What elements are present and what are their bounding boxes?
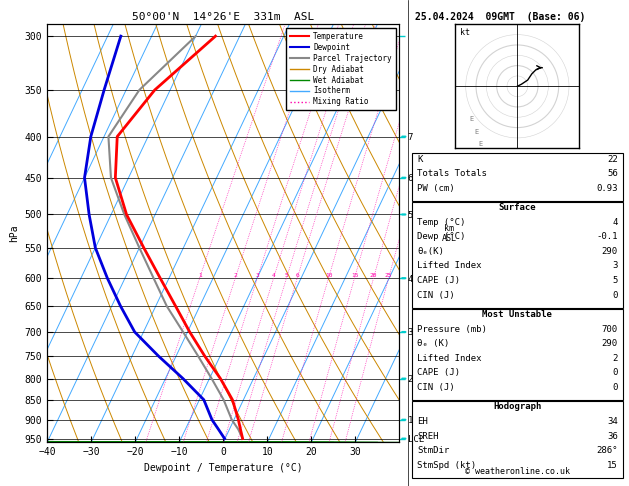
Text: kt: kt [460, 29, 469, 37]
X-axis label: Dewpoint / Temperature (°C): Dewpoint / Temperature (°C) [144, 463, 303, 473]
Title: 50°00'N  14°26'E  331m  ASL: 50°00'N 14°26'E 331m ASL [132, 12, 314, 22]
Y-axis label: hPa: hPa [9, 225, 19, 242]
Text: 2: 2 [233, 273, 237, 278]
Text: 2: 2 [612, 354, 618, 363]
Text: 290: 290 [601, 247, 618, 256]
Text: 700: 700 [601, 325, 618, 334]
Text: 25.04.2024  09GMT  (Base: 06): 25.04.2024 09GMT (Base: 06) [415, 12, 585, 22]
Text: 6: 6 [296, 273, 299, 278]
Text: 1: 1 [198, 273, 202, 278]
Text: StmSpd (kt): StmSpd (kt) [417, 461, 476, 470]
Text: K: K [417, 155, 423, 164]
Legend: Temperature, Dewpoint, Parcel Trajectory, Dry Adiabat, Wet Adiabat, Isotherm, Mi: Temperature, Dewpoint, Parcel Trajectory… [286, 28, 396, 110]
Text: 0: 0 [612, 368, 618, 378]
Text: Most Unstable: Most Unstable [482, 310, 552, 319]
Text: 15: 15 [607, 461, 618, 470]
Text: 5: 5 [285, 273, 289, 278]
Text: 36: 36 [607, 432, 618, 441]
Text: PW (cm): PW (cm) [417, 184, 455, 193]
Text: CIN (J): CIN (J) [417, 383, 455, 392]
Text: 290: 290 [601, 339, 618, 348]
Text: CAPE (J): CAPE (J) [417, 276, 460, 285]
Text: Pressure (mb): Pressure (mb) [417, 325, 487, 334]
Text: 3: 3 [612, 261, 618, 271]
Text: Lifted Index: Lifted Index [417, 354, 482, 363]
Text: 4: 4 [612, 218, 618, 227]
Text: Surface: Surface [499, 203, 536, 212]
Text: θₑ(K): θₑ(K) [417, 247, 444, 256]
Text: CIN (J): CIN (J) [417, 291, 455, 300]
Text: E: E [474, 129, 478, 135]
Text: Hodograph: Hodograph [493, 402, 542, 412]
Text: 34: 34 [607, 417, 618, 426]
Text: 10: 10 [325, 273, 332, 278]
Text: E: E [478, 141, 482, 147]
Text: 0: 0 [612, 291, 618, 300]
Text: CAPE (J): CAPE (J) [417, 368, 460, 378]
Text: 4: 4 [272, 273, 276, 278]
Text: 3: 3 [255, 273, 259, 278]
Text: θₑ (K): θₑ (K) [417, 339, 449, 348]
Text: Temp (°C): Temp (°C) [417, 218, 465, 227]
Text: E: E [470, 116, 474, 122]
Text: 15: 15 [351, 273, 359, 278]
Text: 0.93: 0.93 [596, 184, 618, 193]
Text: Lifted Index: Lifted Index [417, 261, 482, 271]
Text: 20: 20 [370, 273, 377, 278]
Text: EH: EH [417, 417, 428, 426]
Text: 0: 0 [612, 383, 618, 392]
Text: 286°: 286° [596, 446, 618, 455]
Text: 56: 56 [607, 169, 618, 178]
Text: 22: 22 [607, 155, 618, 164]
Text: Totals Totals: Totals Totals [417, 169, 487, 178]
Y-axis label: km
ASL: km ASL [442, 224, 457, 243]
Text: Dewp (°C): Dewp (°C) [417, 232, 465, 242]
Text: -0.1: -0.1 [596, 232, 618, 242]
Text: StmDir: StmDir [417, 446, 449, 455]
Text: 5: 5 [612, 276, 618, 285]
Text: © weatheronline.co.uk: © weatheronline.co.uk [465, 467, 570, 476]
Text: SREH: SREH [417, 432, 438, 441]
Text: 25: 25 [385, 273, 392, 278]
